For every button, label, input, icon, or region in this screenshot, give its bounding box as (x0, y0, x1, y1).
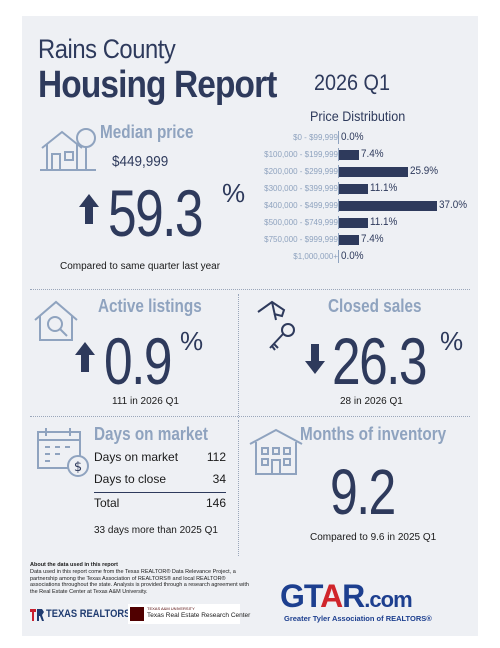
price-range-label: $200,000 - $299,999 (264, 167, 338, 176)
about-title: About the data used in this report (30, 562, 119, 568)
price-distribution-row: $200,000 - $299,999 25.9% (22, 164, 478, 180)
arrow-down-icon (305, 344, 325, 374)
price-distribution-value: 0.0% (341, 250, 364, 262)
gtar-logo: GTAR.com (280, 578, 413, 614)
median-price-change: 59.3 (108, 176, 204, 250)
price-distribution-value: 37.0% (439, 199, 468, 211)
days-on-market-title: Days on market (94, 424, 208, 444)
arrow-up-icon (79, 194, 99, 224)
price-distribution-bar (339, 167, 408, 177)
price-distribution-row: $750,000 - $999,999 7.4% (22, 232, 478, 248)
report-period: 2026 Q1 (314, 70, 390, 95)
price-distribution-row: $400,000 - $499,999 37.0% (22, 198, 478, 214)
price-range-label: $750,000 - $999,999 (264, 235, 338, 244)
price-distribution-bar (339, 235, 359, 245)
price-axis-line (338, 199, 339, 212)
price-distribution-value: 11.1% (370, 182, 398, 194)
closed-sales-change: 26.3 (332, 324, 428, 398)
days-on-market-note: 33 days more than 2025 Q1 (94, 525, 218, 536)
price-distribution-chart: $0 - $99,999 0.0% $100,000 - $199,999 7.4% $… (22, 130, 478, 270)
price-distribution-row: $1,000,000+ 0.0% (22, 249, 478, 265)
divider (30, 289, 470, 290)
price-distribution-value: 0.0% (341, 131, 364, 143)
closed-sales-note: 28 in 2026 Q1 (340, 396, 403, 407)
divider (238, 420, 239, 556)
tamu-mark-icon (130, 607, 144, 621)
texas-realtors-logo: TEXAS REALTORS (30, 608, 130, 622)
report-sheet: Rains County Housing Report 2026 Q1 Medi… (22, 16, 478, 636)
price-distribution-row: $300,000 - $399,999 11.1% (22, 181, 478, 197)
arrow-up-icon (75, 342, 95, 372)
report-title: Housing Report (38, 64, 277, 106)
median-price-note: Compared to same quarter last year (60, 261, 221, 272)
median-price-title: Median price (100, 122, 194, 142)
tamu-logo: TEXAS A&M UNIVERSITY Texas Real Estate R… (128, 604, 250, 624)
county-title: Rains County (38, 34, 176, 64)
price-distribution-value: 7.4% (361, 148, 384, 160)
price-axis-line (338, 131, 339, 144)
hand-key-icon (257, 300, 295, 351)
median-price-value: $449,999 (112, 153, 169, 170)
price-distribution-row: $0 - $99,999 0.0% (22, 130, 478, 146)
price-distribution-title: Price Distribution (310, 108, 406, 124)
price-range-label: $1,000,000+ (293, 252, 338, 261)
price-range-label: $0 - $99,999 (293, 133, 338, 142)
months-of-inventory-value: 9.2 (330, 456, 396, 528)
building-icon (249, 428, 303, 475)
months-of-inventory-note: Compared to 9.6 in 2025 Q1 (310, 532, 437, 543)
price-axis-line (338, 250, 339, 263)
price-distribution-value: 25.9% (410, 165, 439, 177)
svg-text:$: $ (74, 460, 82, 475)
about-text: Data used in this report come from the T… (30, 569, 249, 595)
dom-row-days-to-close: Days to close 34 (94, 472, 226, 486)
price-distribution-bar (339, 150, 359, 160)
price-distribution-value: 7.4% (361, 233, 384, 245)
price-distribution-bar (339, 218, 368, 228)
price-distribution-row: $500,000 - $749,999 11.1% (22, 215, 478, 231)
house-search-icon (34, 300, 78, 341)
active-listings-change: 0.9 (104, 324, 172, 398)
house-tree-icon (40, 128, 96, 171)
price-range-label: $100,000 - $199,999 (264, 150, 338, 159)
divider (30, 416, 470, 417)
price-axis-line (338, 182, 339, 195)
price-range-label: $500,000 - $749,999 (264, 218, 338, 227)
price-axis-line (338, 216, 339, 229)
texas-realtors-mark-icon (30, 609, 44, 621)
price-distribution-row: $100,000 - $199,999 7.4% (22, 147, 478, 163)
price-range-label: $400,000 - $499,999 (264, 201, 338, 210)
price-distribution-bar (339, 184, 368, 194)
price-distribution-bar (339, 201, 437, 211)
calendar-money-icon: $ (37, 428, 89, 477)
active-listings-note: 111 in 2026 Q1 (112, 396, 179, 407)
price-distribution-value: 11.1% (370, 216, 398, 228)
gtar-tagline: Greater Tyler Association of REALTORS® (284, 614, 432, 623)
price-range-label: $300,000 - $399,999 (264, 184, 338, 193)
months-of-inventory-title: Months of inventory (300, 424, 447, 444)
divider (238, 294, 239, 418)
total-rule (94, 492, 226, 493)
dom-row-days-on-market: Days on market 112 (94, 450, 226, 464)
dom-row-total: Total 146 (94, 496, 226, 510)
price-axis-line (338, 165, 339, 178)
median-price-pct-sign: % (222, 178, 246, 208)
closed-sales-title: Closed sales (328, 296, 422, 316)
price-axis-line (338, 148, 339, 161)
price-axis-line (338, 233, 339, 246)
active-listings-pct-sign: % (180, 326, 204, 356)
closed-sales-pct-sign: % (440, 326, 464, 356)
active-listings-title: Active listings (98, 296, 202, 316)
